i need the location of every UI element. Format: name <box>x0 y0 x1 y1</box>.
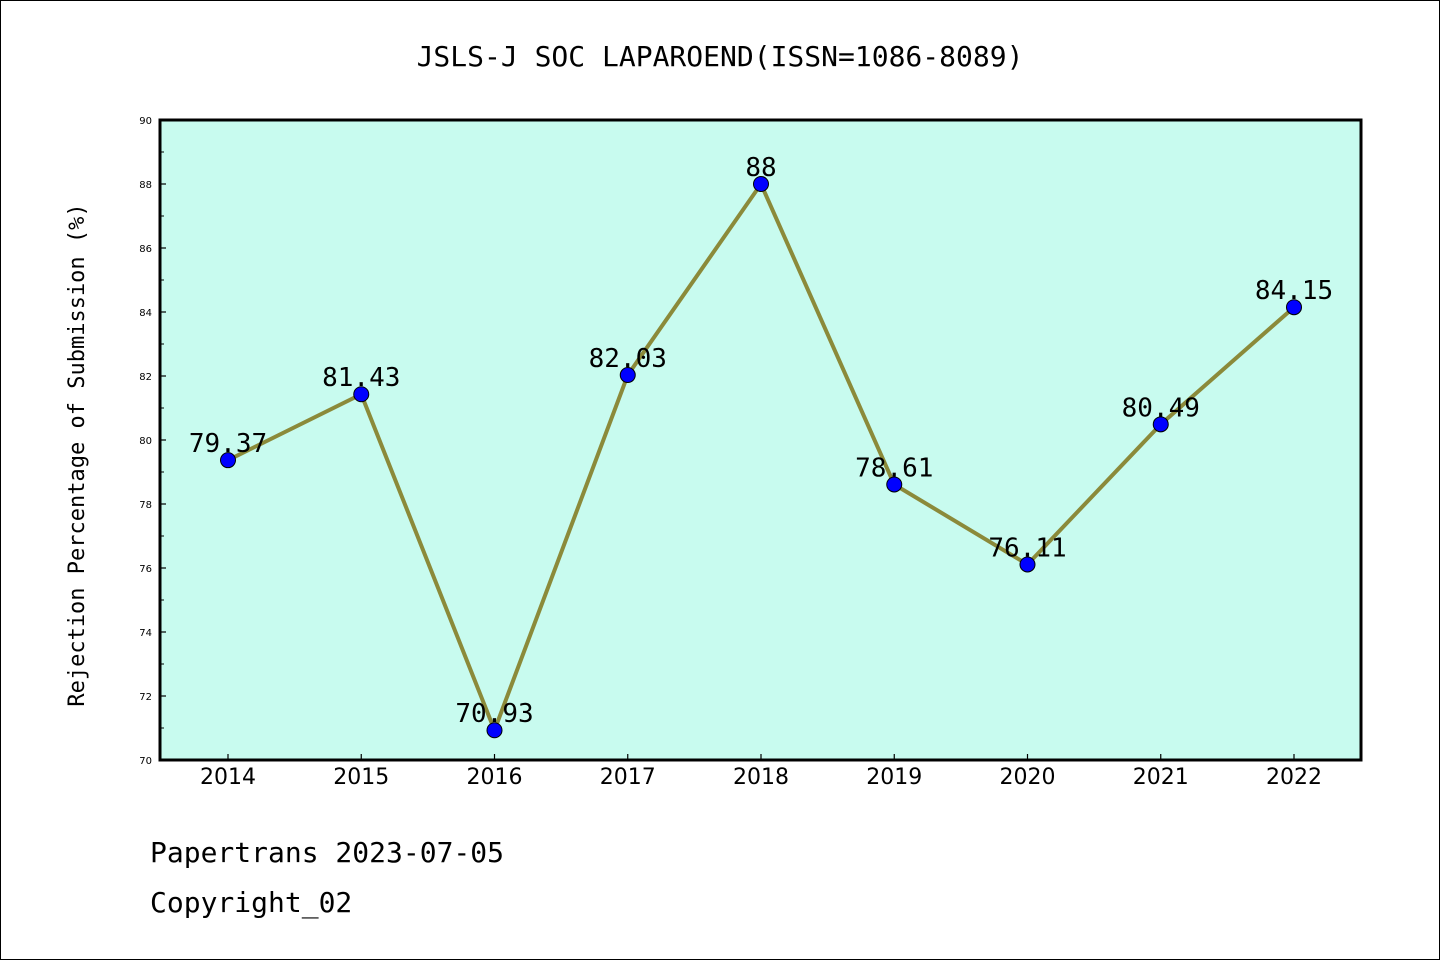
y-tick-label: 78 <box>139 500 152 511</box>
y-tick-label: 76 <box>139 564 152 575</box>
x-tick-label: 2015 <box>333 765 389 790</box>
data-point <box>753 176 769 192</box>
y-tick-label: 84 <box>139 308 152 319</box>
x-tick-label: 2017 <box>600 765 656 790</box>
y-tick-label: 88 <box>139 180 152 191</box>
x-tick-label: 2016 <box>467 765 523 790</box>
x-tick-label: 2018 <box>733 765 789 790</box>
data-label: 84.15 <box>1255 276 1333 306</box>
plot-area <box>158 118 1363 762</box>
y-tick-label: 70 <box>139 756 152 767</box>
data-label: 76.11 <box>988 533 1066 563</box>
x-axis-ticks: 2014 2015 2016 2017 2018 2019 2020 2021 2022 <box>200 754 1322 790</box>
x-tick-label: 2021 <box>1133 765 1189 790</box>
y-tick-label: 80 <box>139 436 152 447</box>
data-point <box>886 476 903 493</box>
y-axis-ticks: 70 72 74 76 78 80 82 84 86 88 90 <box>139 116 166 767</box>
y-tick-label: 72 <box>139 692 152 703</box>
series-group: 79.37 81.43 70.93 82.03 88 78.61 76.11 80.49 84.… <box>189 153 1333 739</box>
x-tick-label: 2019 <box>866 765 922 790</box>
data-point <box>486 722 503 739</box>
data-label: 79.37 <box>189 429 267 459</box>
y-tick-label: 90 <box>139 116 152 127</box>
data-point <box>353 386 370 403</box>
data-label: 81.43 <box>322 363 400 393</box>
y-tick-label: 82 <box>139 372 152 383</box>
x-tick-label: 2014 <box>200 765 256 790</box>
data-label: 78.61 <box>855 453 933 483</box>
data-label: 82.03 <box>589 344 667 374</box>
y-axis-label: Rejection Percentage of Submission (%) <box>65 203 90 706</box>
data-point <box>1286 299 1302 316</box>
data-label: 88 <box>745 153 776 183</box>
footer-copyright: Copyright_02 <box>150 886 353 919</box>
data-label: 70.93 <box>455 699 533 729</box>
x-tick-label: 2020 <box>1000 765 1056 790</box>
data-point <box>619 367 636 384</box>
data-point <box>1152 416 1169 433</box>
data-point <box>220 452 236 469</box>
data-label: 80.49 <box>1122 393 1200 423</box>
y-tick-label: 74 <box>139 628 152 639</box>
footer-credit: Papertrans 2023-07-05 <box>150 836 505 869</box>
x-tick-label: 2022 <box>1266 765 1322 790</box>
y-tick-label: 86 <box>139 244 152 255</box>
chart-title: JSLS-J SOC LAPAROEND(ISSN=1086-8089) <box>417 40 1024 73</box>
data-point <box>1019 556 1036 573</box>
